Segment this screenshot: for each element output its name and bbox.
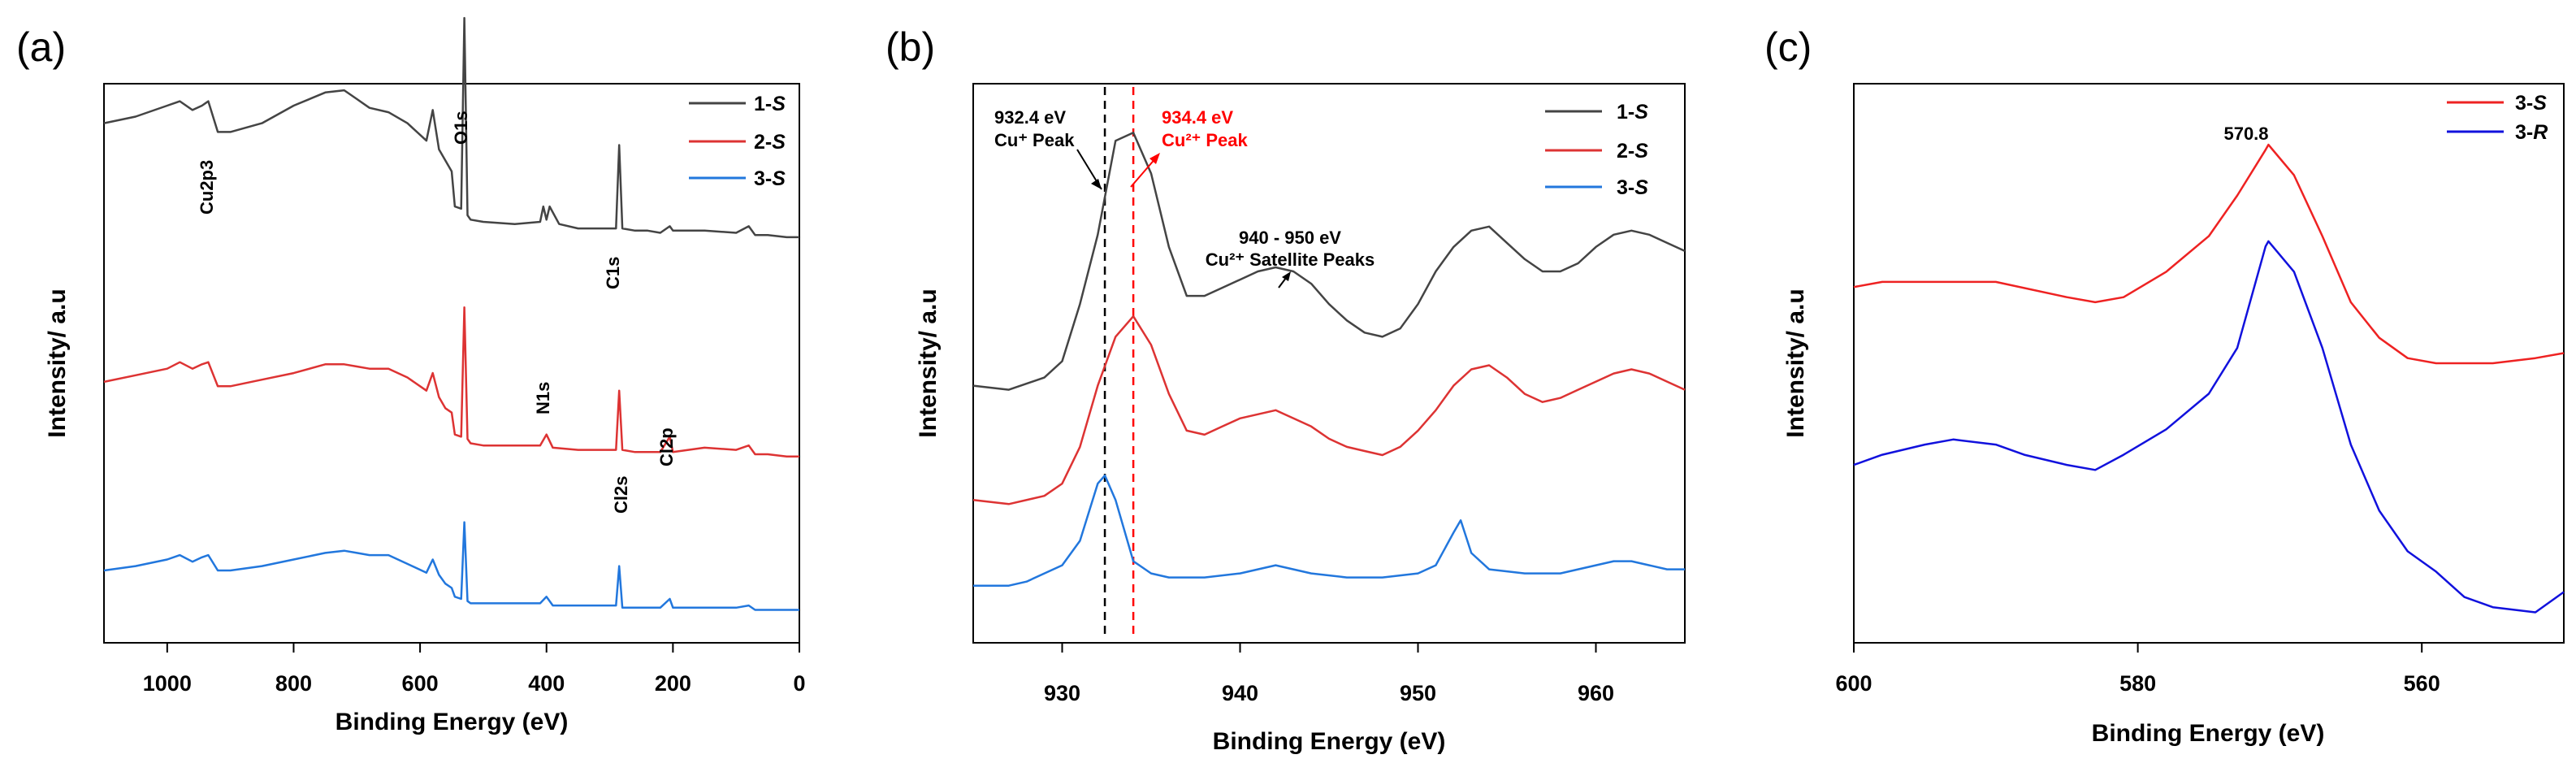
arrow-head-satellite xyxy=(1282,271,1291,281)
x-tick-label: 600 xyxy=(402,671,439,696)
panel-c-ticks: 600 580 560 xyxy=(1835,643,2440,696)
x-tick-label: 1000 xyxy=(143,671,192,696)
panel-c-y-axis-title: Intensity/ a.u xyxy=(1782,288,1809,437)
panel-a-label: (a) xyxy=(16,24,66,70)
legend-label-3-s: 3-S xyxy=(1617,176,1648,199)
x-tick-label: 600 xyxy=(1835,671,1872,696)
panel-b-label: (b) xyxy=(885,24,935,70)
x-tick-label: 800 xyxy=(275,671,312,696)
legend-label-2-s: 2-S xyxy=(1617,140,1648,163)
annotation-cl2p: Cl2p xyxy=(656,427,677,466)
series-line-3-s xyxy=(1853,143,2565,365)
legend-label-3-r: 3-R xyxy=(2515,121,2548,144)
annotation-c1s: C1s xyxy=(603,257,623,289)
panel-b-x-axis-title: Binding Energy (eV) xyxy=(1213,728,1446,755)
panel-c: (c) 600 580 560 Binding Energy (eV) Intens… xyxy=(1764,24,2565,747)
annotation-o1s: O1s xyxy=(451,111,471,145)
x-tick-label: 580 xyxy=(2119,671,2156,696)
x-tick-label: 0 xyxy=(793,671,805,696)
annotation-cu2plus-label: Cu²⁺ Peak xyxy=(1162,130,1249,150)
panel-b-y-axis-title: Intensity/ a.u xyxy=(915,288,942,437)
legend-label-3-s: 3-S xyxy=(754,167,786,190)
arrow-head-cu2plus xyxy=(1149,153,1160,164)
x-tick-label: 940 xyxy=(1222,681,1258,705)
panel-c-plot-frame xyxy=(1853,83,2565,644)
series-line-2-s xyxy=(103,306,799,458)
panel-b-ticks: 930 940 950 960 xyxy=(1044,643,1614,705)
annotation-cu2plus-energy: 934.4 eV xyxy=(1162,107,1233,128)
annotation-satellite-label: Cu²⁺ Satellite Peaks xyxy=(1206,249,1375,270)
panel-b-plot-frame xyxy=(972,83,1686,644)
panel-c-x-axis-title: Binding Energy (eV) xyxy=(2092,720,2325,747)
legend-label-3-s: 3-S xyxy=(2515,92,2547,115)
panel-a-plot-frame xyxy=(103,83,800,644)
panel-a-legend: 1-S 2-S 3-S xyxy=(689,93,786,190)
series-line-1-s xyxy=(103,16,799,239)
panel-b-legend: 1-S 2-S 3-S xyxy=(1545,101,1648,199)
series-line-3-r xyxy=(1853,240,2565,614)
x-tick-label: 560 xyxy=(2404,671,2440,696)
annotation-cl2s: Cl2s xyxy=(611,476,631,514)
panel-a: (a) 1000 800 600 400 200 0 Binding Energy (eV… xyxy=(16,16,806,735)
panel-b-series-layer xyxy=(972,132,1686,587)
series-line-3-s xyxy=(973,474,1685,587)
annotation-peak-570-8: 570.8 xyxy=(2223,124,2268,144)
annotation-n1s: N1s xyxy=(533,382,553,414)
legend-label-2-s: 2-S xyxy=(754,131,786,154)
series-line-1-s xyxy=(972,132,1686,391)
annotation-cu-plus: 932.4 eV Cu⁺ Peak xyxy=(994,107,1102,190)
x-tick-label: 950 xyxy=(1400,681,1436,705)
annotation-satellite: 940 - 950 eV Cu²⁺ Satellite Peaks xyxy=(1206,228,1375,288)
x-tick-label: 200 xyxy=(655,671,691,696)
series-line-3-s xyxy=(103,521,799,611)
arrow-head-cu-plus xyxy=(1091,179,1102,189)
annotation-cu-plus-label: Cu⁺ Peak xyxy=(994,130,1075,150)
annotation-satellite-range: 940 - 950 eV xyxy=(1239,228,1341,248)
annotation-cu-plus-energy: 932.4 eV xyxy=(994,107,1066,128)
x-tick-label: 400 xyxy=(528,671,565,696)
panel-c-label: (c) xyxy=(1764,24,1812,70)
panel-a-ticks: 1000 800 600 400 200 0 xyxy=(143,643,806,696)
legend-label-1-s: 1-S xyxy=(1617,101,1648,124)
panel-a-x-axis-title: Binding Energy (eV) xyxy=(336,709,569,735)
panel-c-series-layer xyxy=(1853,143,2565,614)
legend-label-1-s: 1-S xyxy=(754,93,786,115)
series-line-2-s xyxy=(972,314,1686,505)
annotation-cu2p3: Cu2p3 xyxy=(197,160,217,215)
x-tick-label: 960 xyxy=(1578,681,1614,705)
x-tick-label: 930 xyxy=(1044,681,1080,705)
panel-a-y-axis-title: Intensity/ a.u xyxy=(44,288,71,437)
annotation-cu2plus: 934.4 eV Cu²⁺ Peak xyxy=(1130,107,1249,188)
panel-a-series-layer xyxy=(103,16,799,611)
panel-b: (b) 930 940 950 960 Binding Energy (eV) Int… xyxy=(885,24,1686,755)
arrow-cu2plus xyxy=(1130,156,1158,188)
panel-c-legend: 3-S 3-R xyxy=(2447,92,2548,144)
